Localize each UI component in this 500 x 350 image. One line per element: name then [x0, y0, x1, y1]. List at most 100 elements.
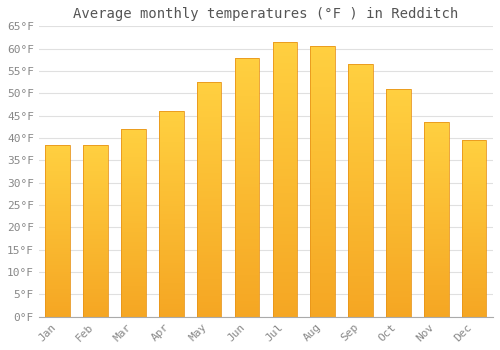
Bar: [348, 80, 373, 83]
Bar: [234, 90, 260, 93]
Bar: [46, 306, 70, 308]
Bar: [424, 130, 448, 132]
Bar: [462, 142, 486, 145]
Bar: [84, 298, 108, 300]
Bar: [121, 258, 146, 260]
Bar: [197, 234, 222, 238]
Bar: [46, 257, 70, 259]
Bar: [197, 179, 222, 182]
Bar: [272, 207, 297, 210]
Bar: [424, 314, 448, 317]
Bar: [121, 129, 146, 317]
Bar: [121, 211, 146, 213]
Bar: [386, 172, 410, 174]
Bar: [159, 134, 184, 137]
Bar: [424, 159, 448, 161]
Bar: [310, 57, 335, 60]
Bar: [462, 308, 486, 310]
Bar: [84, 179, 108, 181]
Bar: [84, 145, 108, 147]
Bar: [121, 277, 146, 279]
Bar: [424, 183, 448, 186]
Bar: [386, 248, 410, 251]
Bar: [462, 233, 486, 235]
Bar: [234, 171, 260, 174]
Bar: [424, 200, 448, 203]
Bar: [424, 122, 448, 317]
Bar: [462, 151, 486, 154]
Bar: [424, 212, 448, 215]
Bar: [462, 156, 486, 158]
Bar: [424, 239, 448, 241]
Bar: [310, 53, 335, 57]
Bar: [159, 145, 184, 147]
Bar: [272, 228, 297, 231]
Bar: [462, 231, 486, 233]
Bar: [159, 111, 184, 317]
Bar: [234, 57, 260, 317]
Bar: [386, 286, 410, 288]
Bar: [159, 219, 184, 222]
Bar: [386, 288, 410, 291]
Bar: [84, 220, 108, 222]
Bar: [121, 256, 146, 258]
Bar: [159, 124, 184, 127]
Bar: [310, 155, 335, 158]
Bar: [234, 229, 260, 232]
Bar: [121, 197, 146, 199]
Bar: [386, 277, 410, 280]
Bar: [121, 167, 146, 169]
Bar: [121, 220, 146, 223]
Bar: [234, 265, 260, 268]
Bar: [159, 263, 184, 265]
Bar: [121, 199, 146, 202]
Bar: [234, 129, 260, 132]
Bar: [386, 206, 410, 209]
Bar: [84, 173, 108, 175]
Bar: [234, 239, 260, 242]
Bar: [386, 226, 410, 229]
Bar: [424, 222, 448, 224]
Bar: [84, 183, 108, 186]
Bar: [197, 217, 222, 220]
Bar: [84, 257, 108, 259]
Bar: [234, 310, 260, 314]
Bar: [46, 158, 70, 160]
Bar: [310, 172, 335, 175]
Bar: [424, 156, 448, 159]
Bar: [310, 182, 335, 185]
Bar: [121, 183, 146, 186]
Bar: [386, 229, 410, 231]
Bar: [386, 214, 410, 217]
Bar: [234, 236, 260, 239]
Bar: [424, 152, 448, 154]
Bar: [272, 300, 297, 303]
Bar: [121, 293, 146, 296]
Bar: [386, 169, 410, 172]
Bar: [348, 266, 373, 270]
Title: Average monthly temperatures (°F ) in Redditch: Average monthly temperatures (°F ) in Re…: [74, 7, 458, 21]
Bar: [84, 205, 108, 207]
Bar: [272, 197, 297, 200]
Bar: [462, 284, 486, 286]
Bar: [386, 137, 410, 140]
Bar: [272, 176, 297, 179]
Bar: [159, 301, 184, 304]
Bar: [197, 173, 222, 176]
Bar: [386, 117, 410, 120]
Bar: [84, 177, 108, 179]
Bar: [348, 213, 373, 216]
Bar: [462, 235, 486, 237]
Bar: [386, 280, 410, 282]
Bar: [386, 260, 410, 262]
Bar: [46, 145, 70, 147]
Bar: [197, 249, 222, 252]
Bar: [462, 239, 486, 242]
Bar: [272, 265, 297, 269]
Bar: [46, 272, 70, 274]
Bar: [386, 274, 410, 277]
Bar: [46, 276, 70, 278]
Bar: [159, 314, 184, 317]
Bar: [424, 139, 448, 142]
Bar: [46, 218, 70, 220]
